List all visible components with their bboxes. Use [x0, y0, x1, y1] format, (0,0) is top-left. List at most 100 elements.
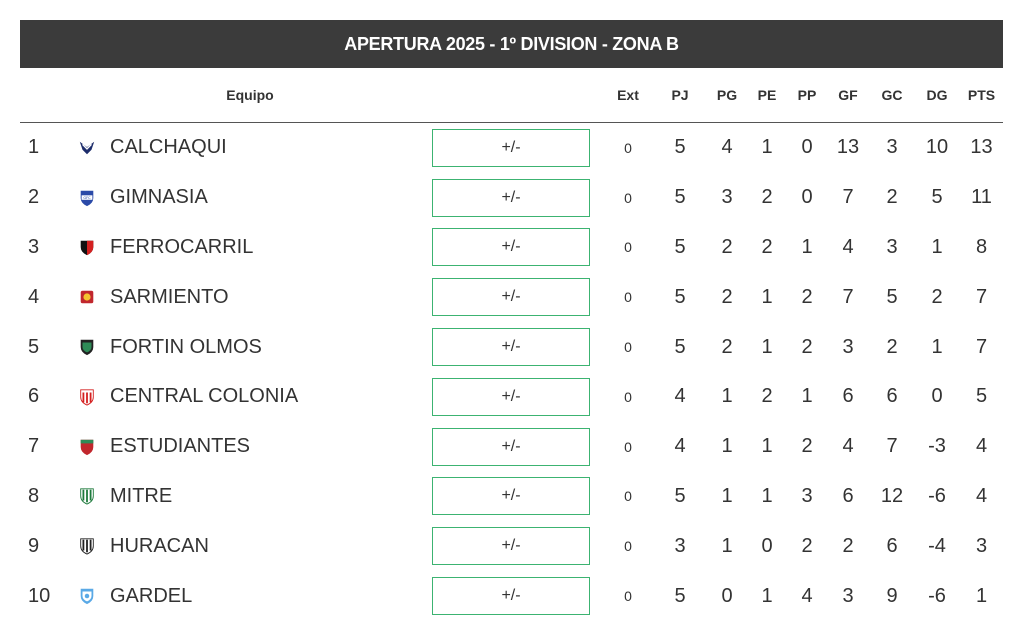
header-pj: PJ	[652, 68, 708, 123]
pg-value: 2	[721, 235, 733, 258]
pe-value: 1	[761, 335, 773, 358]
pj-value: 5	[674, 136, 686, 159]
pts-value: 5	[975, 385, 988, 408]
pp-value: 2	[801, 534, 813, 557]
ext-value: 0	[624, 189, 632, 206]
gf-value: 3	[842, 335, 854, 358]
table-row: 3 FERROCARRIL +/- 0 5 2 2 1 4 3 1 8	[20, 223, 1003, 273]
gc-value: 9	[886, 584, 898, 607]
gf-value: 2	[842, 534, 854, 557]
position: 4	[28, 285, 40, 308]
gimnasia-crest-icon: GFC	[78, 189, 96, 207]
table-row: 2 GFC GIMNASIA +/- 0 5 3 2 0 7 2 5 11	[20, 173, 1003, 223]
pj-value: 5	[674, 186, 686, 209]
header-pg: PG	[708, 68, 746, 123]
team-name: ESTUDIANTES	[110, 435, 251, 458]
header-pe: PE	[746, 68, 788, 123]
pp-value: 2	[801, 285, 813, 308]
pp-value: 3	[801, 484, 813, 507]
team-cell: FORTIN OLMOS	[68, 322, 432, 372]
ext-value: 0	[624, 388, 632, 405]
pe-value: 1	[761, 584, 773, 607]
gc-value: 2	[886, 335, 898, 358]
header-team: Equipo	[68, 68, 432, 123]
gf-value: 13	[836, 136, 860, 159]
gc-value: 3	[886, 235, 898, 258]
plusminus-button[interactable]: +/-	[432, 427, 590, 466]
plusminus-button[interactable]: +/-	[432, 328, 590, 367]
position: 10	[28, 584, 51, 607]
pg-value: 4	[721, 136, 733, 159]
pp-value: 0	[801, 186, 813, 209]
pe-value: 2	[761, 385, 773, 408]
pj-value: 5	[674, 285, 686, 308]
pe-value: 0	[761, 534, 773, 557]
team-name: CALCHAQUI	[110, 136, 227, 159]
position: 3	[28, 235, 40, 258]
table-row: 7 ESTUDIANTES +/- 0 4 1 1 2 4 7 -3 4	[20, 422, 1003, 472]
plusminus-cell: +/-	[432, 272, 604, 322]
mitre-crest-icon	[78, 487, 96, 506]
plusminus-button[interactable]: +/-	[432, 577, 590, 616]
position: 2	[28, 186, 40, 209]
pj-value: 4	[674, 385, 686, 408]
plusminus-button[interactable]: +/-	[432, 477, 590, 516]
plusminus-button[interactable]: +/-	[432, 128, 590, 167]
pj-value: 5	[674, 235, 686, 258]
pts-value: 13	[970, 136, 993, 159]
plusminus-button[interactable]: +/-	[432, 377, 590, 416]
pp-value: 1	[801, 235, 813, 258]
central-colonia-crest-icon	[78, 388, 96, 406]
ext-value: 0	[624, 139, 632, 156]
pe-value: 2	[761, 186, 773, 209]
pe-value: 1	[761, 484, 773, 507]
dg-value: -6	[928, 584, 946, 607]
team-cell: GFC GIMNASIA	[68, 173, 432, 223]
team-name: FERROCARRIL	[110, 235, 254, 258]
pg-value: 1	[721, 534, 733, 557]
team-cell: GARDEL	[68, 571, 432, 621]
pts-value: 8	[975, 235, 988, 258]
header-dg: DG	[914, 68, 960, 123]
plusminus-button[interactable]: +/-	[432, 178, 590, 217]
team-name: GARDEL	[110, 584, 193, 607]
gf-value: 4	[842, 435, 854, 458]
plusminus-button[interactable]: +/-	[432, 278, 590, 317]
plusminus-button[interactable]: +/-	[432, 527, 590, 566]
gc-value: 7	[886, 435, 898, 458]
ext-value: 0	[624, 488, 632, 505]
pg-value: 3	[721, 186, 733, 209]
team-name: MITRE	[110, 484, 173, 507]
huracan-crest-icon	[78, 537, 96, 555]
plusminus-cell: +/-	[432, 521, 604, 571]
team-cell: CENTRAL COLONIA	[68, 372, 432, 422]
plusminus-button[interactable]: +/-	[432, 228, 590, 267]
pts-value: 3	[975, 534, 988, 557]
gc-value: 6	[886, 385, 898, 408]
team-name: GIMNASIA	[110, 186, 208, 209]
team-name: HURACAN	[110, 534, 209, 557]
position: 5	[28, 335, 40, 358]
pj-value: 5	[674, 335, 686, 358]
dg-value: -4	[928, 534, 946, 557]
plusminus-cell: +/-	[432, 322, 604, 372]
pg-value: 2	[721, 335, 733, 358]
table-row: 1 CALCHAQUI +/- 0 5 4 1 0 13 3 10 13	[20, 123, 1003, 173]
ext-value: 0	[624, 538, 632, 555]
dg-value: 0	[931, 385, 943, 408]
table-row: 5 FORTIN OLMOS +/- 0 5 2 1 2 3 2 1 7	[20, 322, 1003, 372]
ferrocarril-crest-icon	[78, 238, 96, 256]
table-title: APERTURA 2025 - 1º DIVISION - ZONA B	[20, 20, 1003, 68]
header-pp: PP	[788, 68, 826, 123]
team-name: SARMIENTO	[110, 285, 229, 308]
pe-value: 2	[761, 235, 773, 258]
team-cell: CALCHAQUI	[68, 123, 432, 173]
dg-value: -6	[928, 484, 946, 507]
ext-value: 0	[624, 289, 632, 306]
plusminus-cell: +/-	[432, 223, 604, 273]
plusminus-cell: +/-	[432, 571, 604, 621]
gc-value: 2	[886, 186, 898, 209]
gf-value: 3	[842, 584, 854, 607]
team-name: FORTIN OLMOS	[110, 335, 262, 358]
pj-value: 4	[674, 435, 686, 458]
